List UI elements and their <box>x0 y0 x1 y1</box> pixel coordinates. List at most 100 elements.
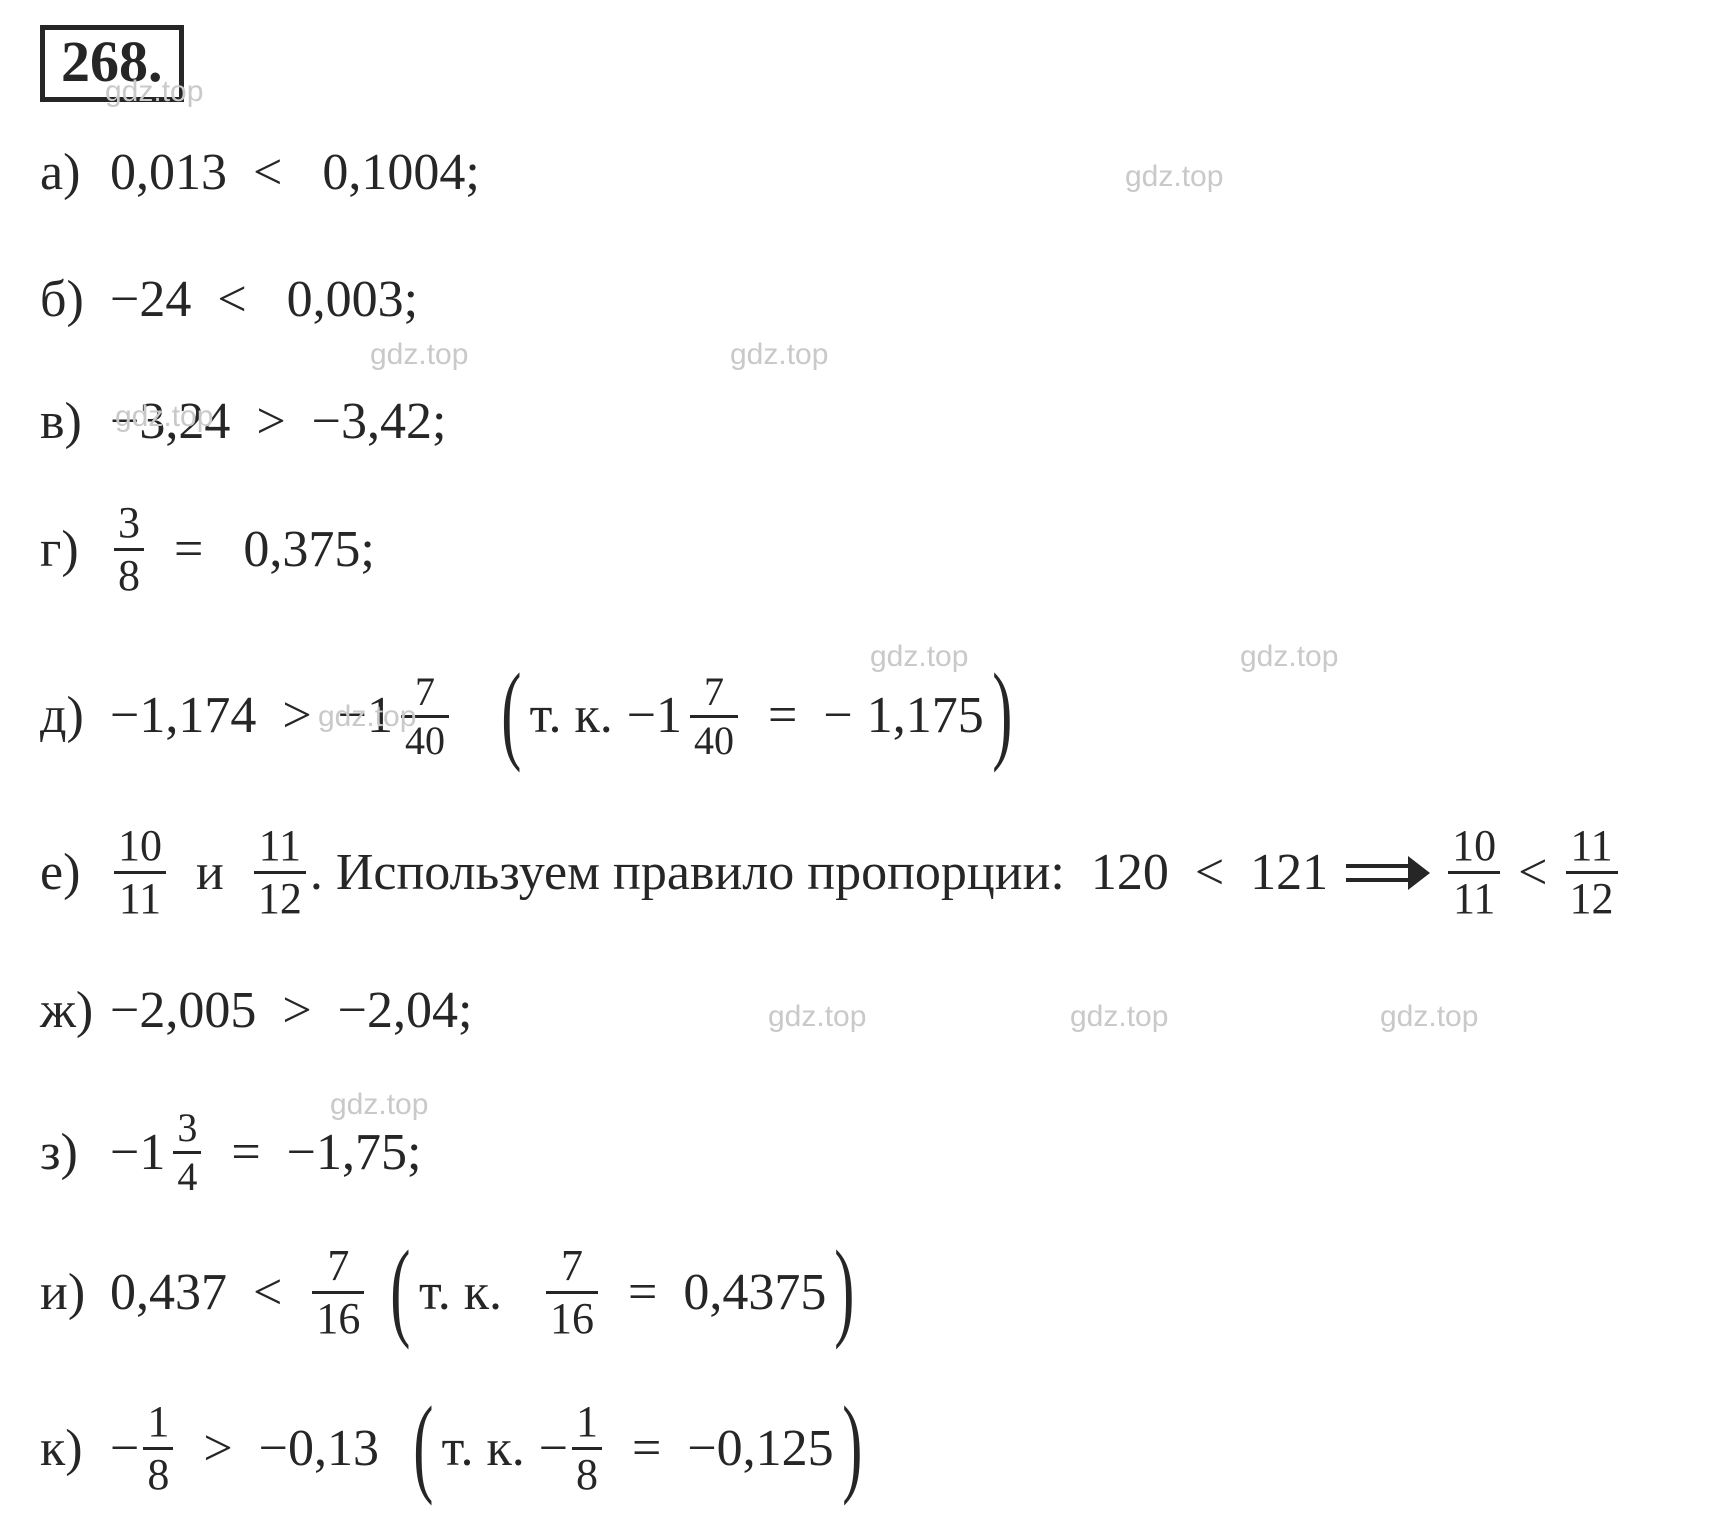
g-frac-num: 3 <box>114 501 144 545</box>
i-note-eq: = <box>628 1267 657 1319</box>
label-d: д) <box>40 690 110 742</box>
item-k: к) − 1 8 > −0,13 ( т. к. − 1 8 = −0,125 … <box>40 1387 1685 1511</box>
zh-op: > <box>282 985 311 1037</box>
z-mixed: 1 3 4 <box>139 1108 205 1197</box>
a-op: < <box>253 147 282 199</box>
e-res-op: < <box>1518 847 1547 899</box>
d-mixed: 1 7 40 <box>367 672 453 761</box>
a-rhs: 0,1004 <box>322 147 465 199</box>
d-note-mixed-whole: 1 <box>656 690 682 742</box>
fraction-bar <box>572 1447 602 1450</box>
label-a: а) <box>40 147 110 199</box>
k-note-frac-num: 1 <box>572 1400 602 1444</box>
implies-arrow-icon <box>1346 858 1426 888</box>
label-i: и) <box>40 1267 110 1319</box>
k-note-eq: = <box>632 1423 661 1475</box>
b-rhs: 0,003 <box>287 274 404 326</box>
paren-open: ( <box>413 1412 433 1478</box>
problem-number-box: 268. <box>40 25 184 102</box>
e-frac-a-den: 11 <box>115 877 165 921</box>
problem-number: 268. <box>61 29 163 94</box>
z-neg: − <box>110 1127 139 1179</box>
g-rhs: 0,375 <box>243 524 360 576</box>
z-tail: ; <box>407 1127 421 1179</box>
k-note-rhs: −0,125 <box>687 1423 833 1475</box>
v-op: > <box>256 396 285 448</box>
z-mixed-den: 4 <box>173 1157 201 1197</box>
k-frac: 1 8 <box>143 1400 173 1497</box>
g-frac-den: 8 <box>114 554 144 598</box>
label-e: е) <box>40 847 110 899</box>
e-res-frac-b-num: 11 <box>1566 824 1616 868</box>
math-solution-page: 268. а) 0,013 < 0,1004 ; б) −24 < 0,003 … <box>0 0 1725 1536</box>
i-frac-den: 16 <box>312 1297 364 1341</box>
label-z: з) <box>40 1127 110 1179</box>
e-res-frac-b: 11 12 <box>1566 824 1618 921</box>
paren-open: ( <box>391 1256 411 1322</box>
a-lhs: 0,013 <box>110 147 227 199</box>
z-mixed-num: 3 <box>173 1108 201 1148</box>
b-op: < <box>217 274 246 326</box>
item-zh: ж) −2,005 > −2,04 ; <box>40 973 1685 1049</box>
label-g: г) <box>40 524 110 576</box>
zh-lhs: −2,005 <box>110 985 256 1037</box>
z-mixed-whole: 1 <box>139 1127 165 1179</box>
d-mixed-whole: 1 <box>367 690 393 742</box>
k-note-frac-den: 8 <box>572 1453 602 1497</box>
k-frac-num: 1 <box>143 1400 173 1444</box>
d-note: т. к. − 1 7 40 = − 1,175 <box>530 672 984 761</box>
d-note-rhs: 1,175 <box>867 690 984 742</box>
i-frac-num: 7 <box>323 1244 353 1288</box>
item-b: б) −24 < 0,003 ; <box>40 262 1685 338</box>
e-frac-b-den: 12 <box>254 877 306 921</box>
k-frac-den: 8 <box>143 1453 173 1497</box>
a-tail: ; <box>465 147 479 199</box>
k-note: т. к. − 1 8 = −0,125 <box>442 1400 834 1497</box>
label-k: к) <box>40 1423 110 1475</box>
i-lhs: 0,437 <box>110 1267 227 1319</box>
i-note-rhs: 0,4375 <box>683 1267 826 1319</box>
v-lhs: −3,24 <box>110 396 230 448</box>
d-note-mixed-frac: 7 40 <box>690 672 738 761</box>
d-lhs: −1,174 <box>110 690 256 742</box>
e-conj: и <box>196 847 224 899</box>
v-rhs: −3,42 <box>312 396 432 448</box>
zh-rhs: −2,04 <box>338 985 458 1037</box>
item-v: в) −3,24 > −3,42 ; <box>40 384 1685 460</box>
paren-open: ( <box>501 679 521 745</box>
k-neg: − <box>110 1423 139 1475</box>
zh-tail: ; <box>458 985 472 1037</box>
i-note-prefix: т. к. <box>419 1267 502 1319</box>
e-res-frac-a-den: 11 <box>1449 877 1499 921</box>
e-frac-b-num: 11 <box>255 824 305 868</box>
k-note-neg: − <box>539 1423 568 1475</box>
i-op: < <box>253 1267 282 1319</box>
i-note-frac: 7 16 <box>546 1244 598 1341</box>
d-mixed-den: 40 <box>401 721 449 761</box>
d-note-mixed-den: 40 <box>690 721 738 761</box>
d-note-neg: − <box>627 690 656 742</box>
label-zh: ж) <box>40 985 110 1037</box>
d-note-prefix: т. к. <box>530 690 613 742</box>
item-i: и) 0,437 < 7 16 ( т. к. 7 16 = 0,4375 ) <box>40 1229 1685 1357</box>
e-frac-a: 10 11 <box>114 824 166 921</box>
d-note-mixed-num: 7 <box>700 672 728 712</box>
label-b: б) <box>40 274 110 326</box>
d-note-mixed: 1 7 40 <box>656 672 742 761</box>
e-res-frac-b-den: 12 <box>1566 877 1618 921</box>
d-op: > <box>282 690 311 742</box>
e-cmp-l: 120 <box>1091 847 1169 899</box>
g-fraction: 3 8 <box>114 501 144 598</box>
d-note-rhs-neg: − <box>823 690 852 742</box>
item-z: з) − 1 3 4 = −1,75 ; <box>40 1093 1685 1213</box>
k-note-prefix: т. к. <box>442 1423 525 1475</box>
paren-close: ) <box>842 1412 862 1478</box>
e-cmp-r: 121 <box>1250 847 1328 899</box>
d-mixed-num: 7 <box>411 672 439 712</box>
item-g: г) 3 8 = 0,375 ; <box>40 490 1685 610</box>
e-cmp-op: < <box>1195 847 1224 899</box>
item-e: е) 10 11 и 11 12 . Используем правило пр… <box>40 813 1685 933</box>
item-d: д) −1,174 > − 1 7 40 ( т. к. − 1 7 <box>40 654 1685 779</box>
g-tail: ; <box>360 524 374 576</box>
e-res-frac-a-num: 10 <box>1448 824 1500 868</box>
